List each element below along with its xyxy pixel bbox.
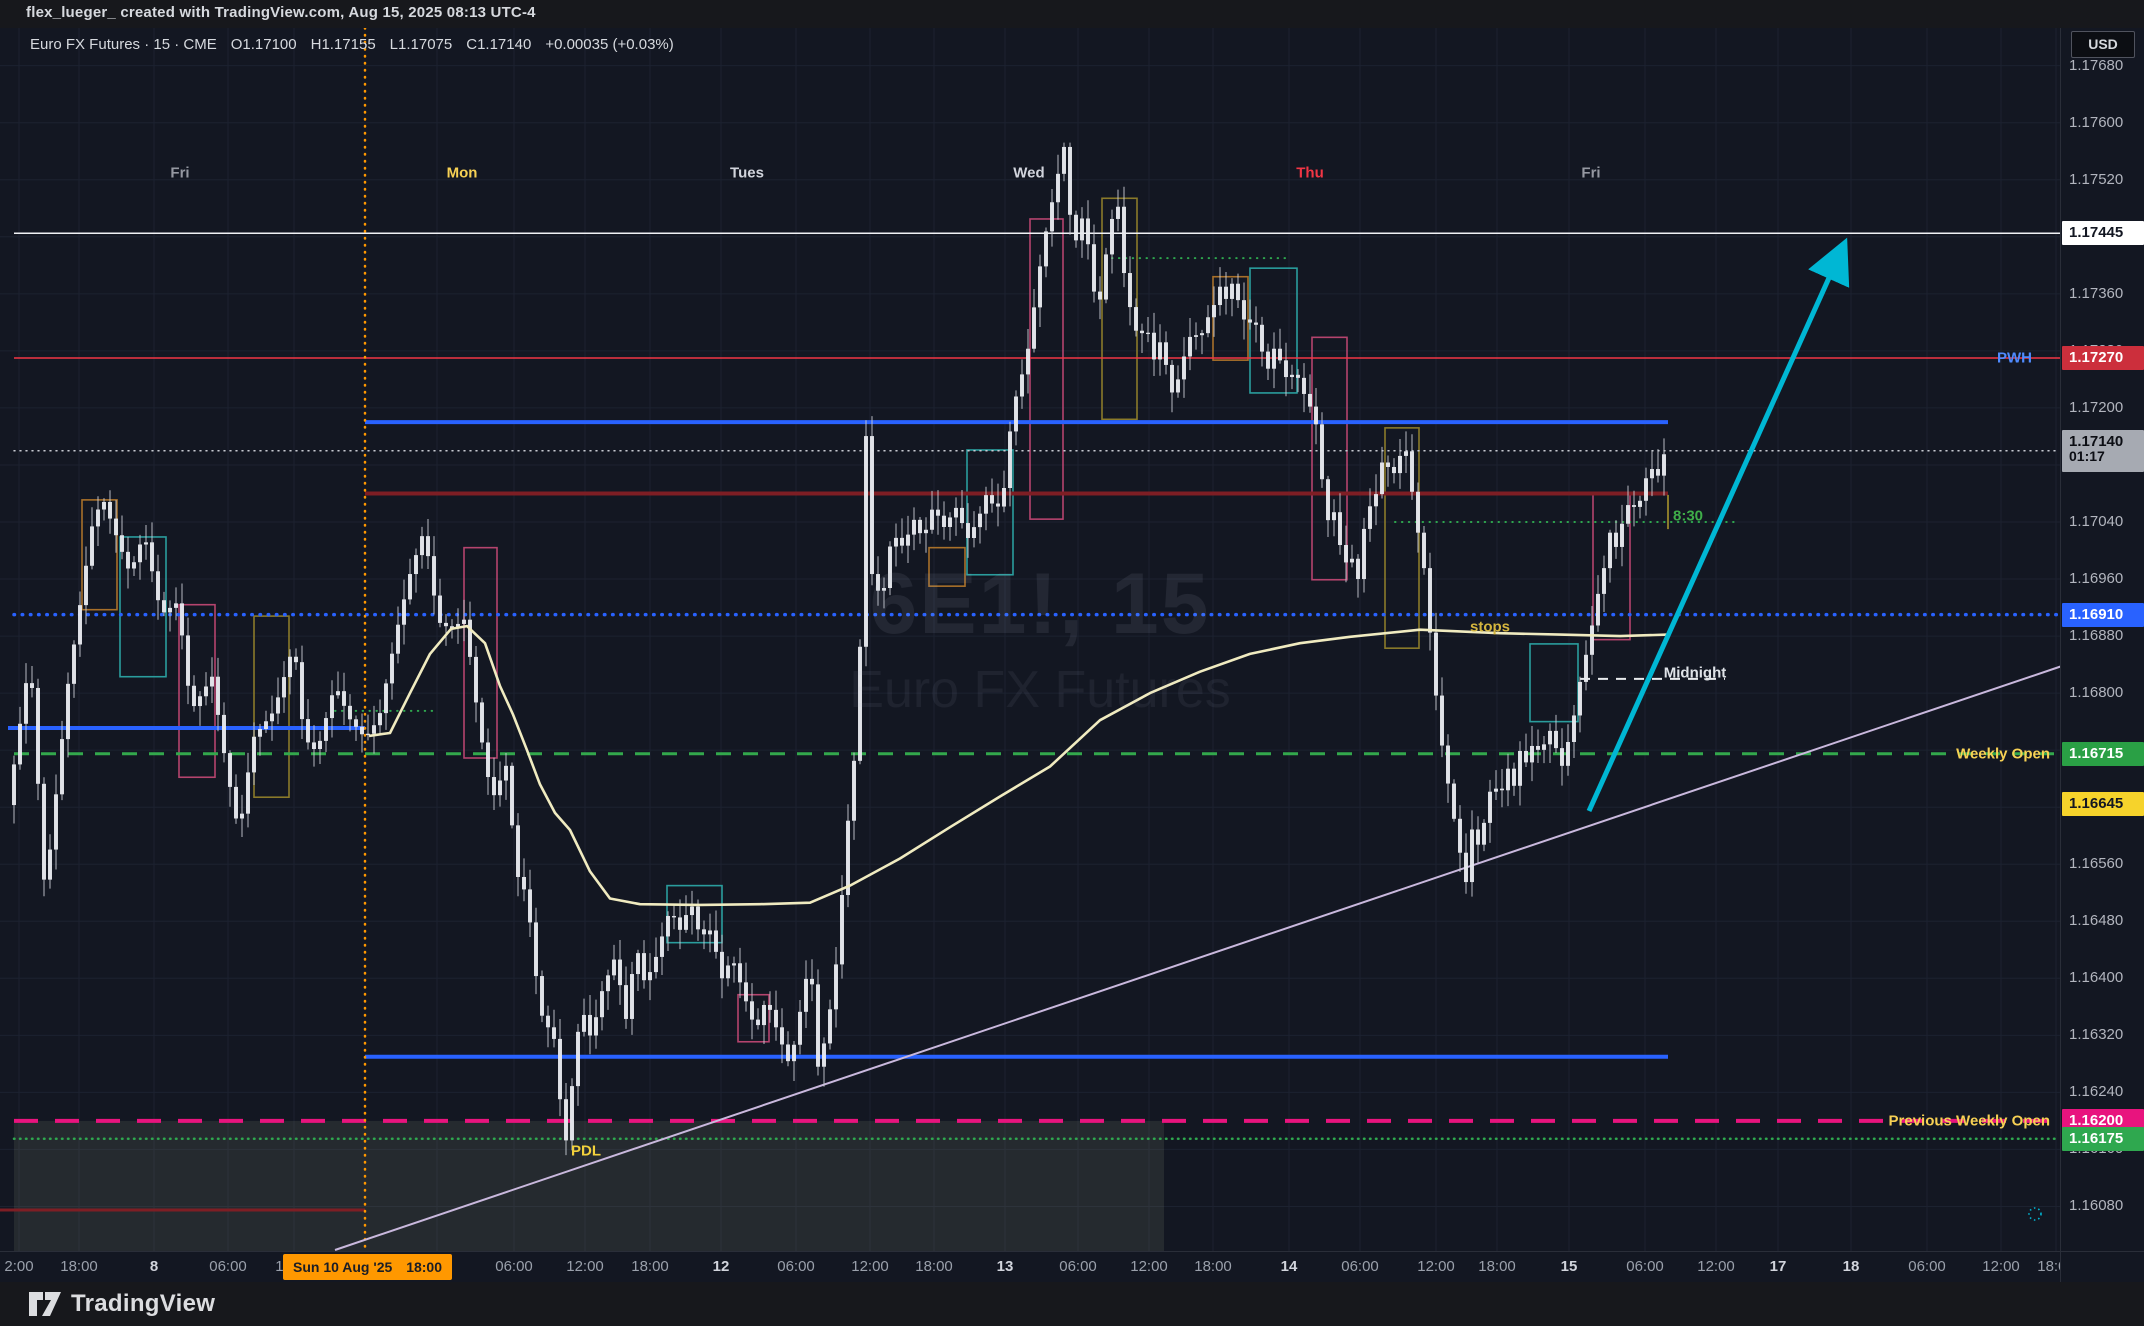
drawing-boxes[interactable] (81, 197, 1631, 1043)
price-tick: 1.16880 (2069, 627, 2124, 645)
price-tick: 1.17520 (2069, 170, 2124, 188)
price-label: 1.16175 (2062, 1126, 2144, 1151)
time-tick: 18:00 (60, 1258, 98, 1275)
time-tick: 06:00 (1626, 1258, 1664, 1275)
price-label-last: 1.17140 01:17 (2062, 429, 2144, 472)
price-tick: 1.16480 (2069, 912, 2124, 930)
price-tick: 1.16960 (2069, 570, 2124, 588)
time-tick: 18:00 (1478, 1258, 1516, 1275)
price-box[interactable] (1311, 336, 1348, 581)
price-label: 1.16910 (2062, 602, 2144, 627)
crosshair-date: Sun 10 Aug '25 (293, 1259, 393, 1275)
price-tick: 1.17040 (2069, 512, 2124, 530)
bottom-bar: TradingView (0, 1282, 2144, 1326)
time-tick: 06:00 (777, 1258, 815, 1275)
price-tick: 1.16080 (2069, 1197, 2124, 1215)
time-tick: 8 (149, 1258, 159, 1275)
time-tick: 06:00 (1341, 1258, 1379, 1275)
price-box[interactable] (737, 993, 770, 1043)
chart-marker-glyph[interactable] (2028, 1207, 2042, 1221)
time-tick: 14 (1280, 1258, 1298, 1275)
price-tick: 1.16240 (2069, 1083, 2124, 1101)
price-label: 1.17270 (2062, 346, 2144, 370)
time-tick: 2:00 (4, 1258, 34, 1275)
price-label: 1.17445 (2062, 221, 2144, 246)
moving-average-line[interactable] (368, 624, 1669, 907)
price-tick: 1.16560 (2069, 855, 2124, 873)
time-tick: 06:00 (209, 1258, 247, 1275)
price-tick: 1.16400 (2069, 969, 2124, 987)
time-tick: 12 (712, 1258, 730, 1275)
price-box[interactable] (1384, 427, 1420, 649)
time-tick: 12:00 (1417, 1258, 1455, 1275)
trendline[interactable] (334, 665, 2063, 1251)
price-tick: 1.17680 (2069, 56, 2124, 74)
crosshair-time: 18:00 (406, 1259, 442, 1275)
shaded-zone[interactable] (14, 1120, 1164, 1251)
price-label: 1.16645 (2062, 791, 2144, 816)
time-tick: 17 (1769, 1258, 1787, 1275)
tradingview-logo-icon (29, 1292, 61, 1316)
attribution-text: flex_lueger_ created with TradingView.co… (26, 4, 536, 21)
price-tick: 1.17360 (2069, 284, 2124, 302)
tradingview-logo[interactable]: TradingView (28, 1290, 215, 1318)
price-axis[interactable]: USD 1.176801.176001.175201.173601.172801… (2060, 28, 2144, 1251)
price-tick: 1.17200 (2069, 398, 2124, 416)
time-tick: 12:00 (566, 1258, 604, 1275)
price-box[interactable] (1249, 267, 1298, 394)
time-tick: 06:00 (1059, 1258, 1097, 1275)
price-box[interactable] (1101, 197, 1138, 421)
axis-corner (2060, 1251, 2144, 1283)
time-tick: 18:00 (915, 1258, 953, 1275)
crosshair-date-label: Sun 10 Aug '25 18:00 (283, 1254, 452, 1280)
price-box[interactable] (178, 603, 216, 779)
price-box[interactable] (81, 499, 118, 611)
price-label: 1.16715 (2062, 741, 2144, 766)
price-box[interactable] (1212, 275, 1249, 361)
time-tick: 18 (1842, 1258, 1860, 1275)
price-tick: 1.16800 (2069, 684, 2124, 702)
price-box[interactable] (463, 546, 498, 759)
price-tick: 1.16320 (2069, 1026, 2124, 1044)
grid (0, 28, 2060, 1251)
time-tick: 06:00 (1908, 1258, 1946, 1275)
time-tick: 18:00 (631, 1258, 669, 1275)
price-tick: 1.17600 (2069, 113, 2124, 131)
tradingview-logo-text: TradingView (71, 1290, 216, 1317)
price-box[interactable] (966, 449, 1014, 576)
time-tick: 12:00 (1982, 1258, 2020, 1275)
price-box[interactable] (928, 546, 966, 587)
time-tick: 13 (996, 1258, 1014, 1275)
horizontal-levels[interactable] (0, 26, 2062, 1253)
last-price-value: 1.17140 (2069, 432, 2124, 450)
price-box[interactable] (666, 884, 723, 944)
price-box[interactable] (1529, 643, 1579, 723)
time-tick: 12:00 (851, 1258, 889, 1275)
bar-countdown: 01:17 (2069, 447, 2105, 464)
attribution-bar: flex_lueger_ created with TradingView.co… (0, 0, 2144, 28)
projection-arrow[interactable] (1586, 237, 1850, 813)
currency-toggle[interactable]: USD (2071, 31, 2135, 58)
time-tick: 15 (1560, 1258, 1578, 1275)
time-axis[interactable]: 2:0018:00806:0012:001106:0012:0018:00120… (0, 1251, 2144, 1283)
time-tick: 12:00 (1697, 1258, 1735, 1275)
time-tick: 18:00 (1194, 1258, 1232, 1275)
time-tick: 06:00 (495, 1258, 533, 1275)
price-box[interactable] (253, 615, 290, 799)
time-tick: 12:00 (1130, 1258, 1168, 1275)
